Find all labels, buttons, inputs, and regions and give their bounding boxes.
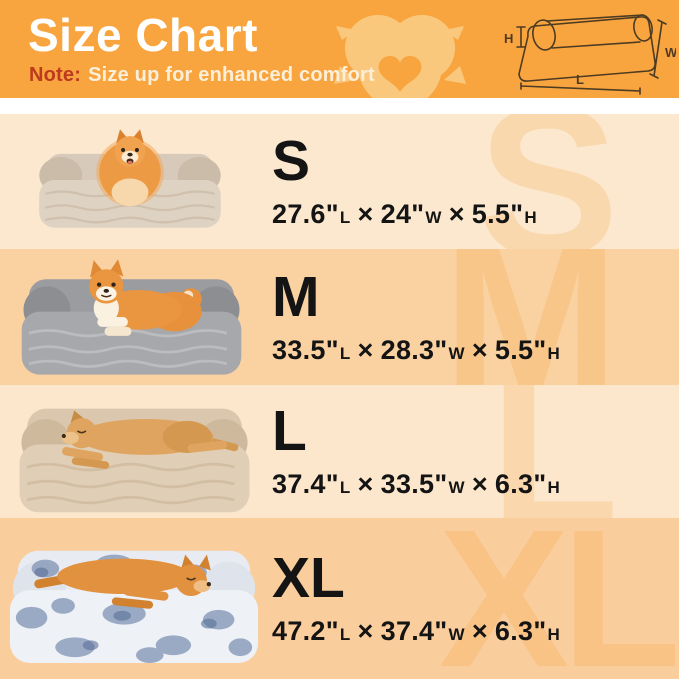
size-info-l: L 37.4"L × 33.5"W × 6.3"H	[272, 385, 560, 518]
dimensions-xl: 47.2"L × 37.4"W × 6.3"H	[272, 616, 561, 646]
note-text: Size up for enhanced comfort	[88, 64, 375, 86]
size-row-l: L L 37.4"L × 33.5"W × 6.3"H	[0, 385, 679, 518]
dimensions-s: 27.6"L × 24"W × 5.5"H	[272, 199, 537, 229]
note-line: Note: Size up for enhanced comfort	[29, 64, 375, 87]
size-row-m: M M	[0, 249, 679, 385]
watermark-letter-m: M	[442, 249, 619, 385]
header-band: Size Chart Note: Size up for enhanced com…	[0, 0, 679, 98]
diagram-l-label: L	[576, 72, 584, 87]
note-label: Note:	[29, 64, 82, 86]
bed-photo-l-sleeping-dog-beige-bed	[19, 408, 250, 513]
size-label-xl: XL	[272, 546, 345, 610]
dimensions-m: 33.5"L × 28.3"W × 5.5"H	[272, 334, 561, 365]
bed-photo-s-pomeranian-cream-bed	[39, 129, 221, 228]
size-label-s: S	[272, 129, 311, 193]
size-label-l: L	[272, 399, 307, 463]
bed-photo-m-shiba-grey-bed	[21, 259, 242, 375]
watermark-letter-s: S	[477, 114, 619, 249]
dimensions-l: 37.4"L × 33.5"W × 6.3"H	[272, 469, 561, 499]
dog-head-heart-watermark-icon	[334, 15, 466, 98]
watermark-letter-xl: XL	[438, 518, 679, 679]
size-row-s: S S 27.6"L × 24"W × 5.5"	[0, 114, 679, 249]
size-info-m: M 33.5"L × 28.3"W × 5.5"H	[272, 249, 560, 385]
size-info-s: S 27.6"L × 24"W × 5.5"H	[272, 114, 537, 249]
size-chart-rows: S S 27.6"L × 24"W × 5.5"	[0, 114, 679, 679]
diagram-w-label: W	[665, 45, 676, 60]
bed-dimension-diagram: H W L	[504, 14, 676, 95]
size-row-xl: XL	[0, 518, 679, 679]
page-title: Size Chart	[28, 9, 258, 61]
size-label-m: M	[272, 264, 320, 329]
bed-photo-xl-sleeping-dog-blue-tie-dye-bed	[9, 550, 259, 663]
size-info-xl: XL 47.2"L × 37.4"W × 6.3"H	[272, 518, 560, 679]
watermark-letter-l: L	[489, 385, 620, 518]
diagram-h-label: H	[504, 31, 513, 46]
